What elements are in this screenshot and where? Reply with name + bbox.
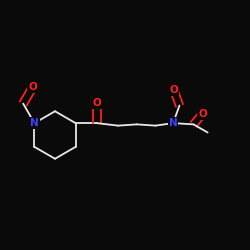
Text: O: O bbox=[28, 82, 37, 92]
Text: O: O bbox=[92, 98, 101, 108]
Text: O: O bbox=[170, 85, 178, 95]
Text: O: O bbox=[198, 109, 207, 119]
Text: N: N bbox=[30, 118, 39, 128]
Text: N: N bbox=[169, 118, 177, 128]
